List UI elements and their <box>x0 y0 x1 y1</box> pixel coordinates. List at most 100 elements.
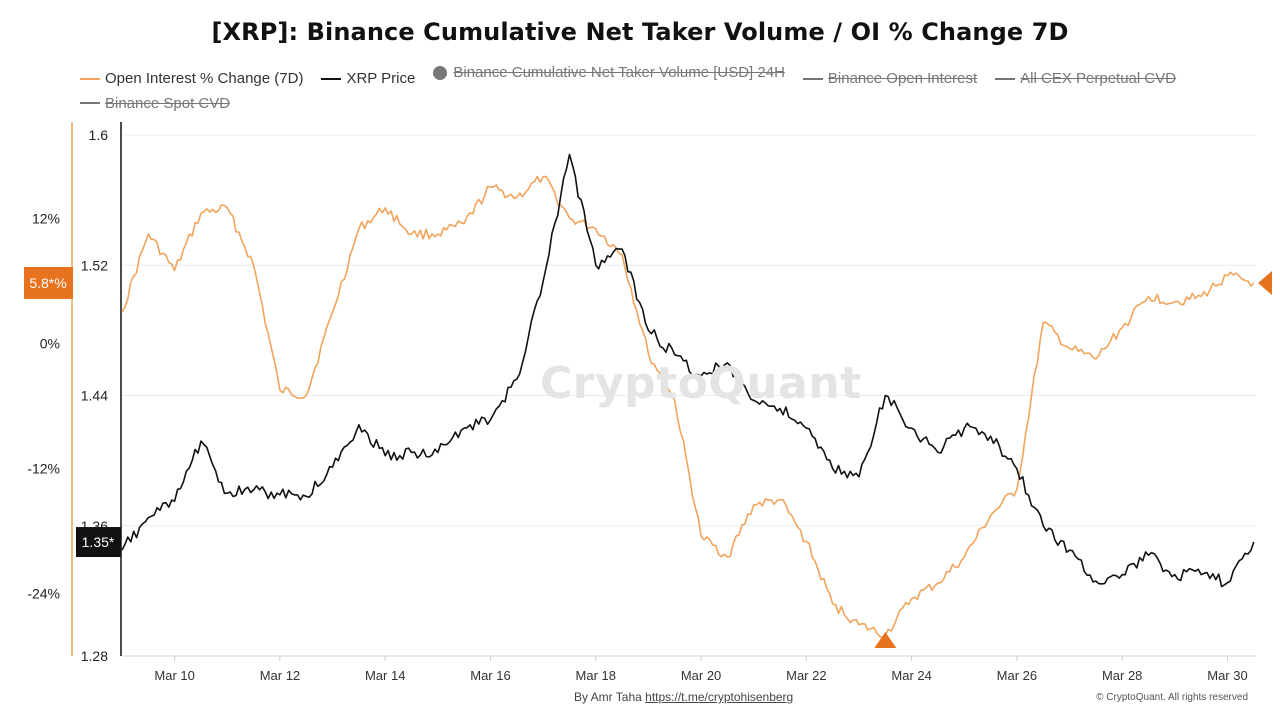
data-point-open-interest-change-7d <box>516 196 518 198</box>
x-tick-label: Mar 30 <box>1207 668 1247 683</box>
data-point-open-interest-change-7d <box>674 400 676 402</box>
legend-item-xrp-price[interactable]: XRP Price <box>321 68 415 89</box>
data-point-xrp-price <box>463 427 465 429</box>
data-point-open-interest-change-7d <box>937 582 939 584</box>
data-point-xrp-price <box>647 329 649 331</box>
legend-item-open-interest-change-7d[interactable]: Open Interest % Change (7D) <box>80 68 303 89</box>
price-tick-label: 1.52 <box>81 257 108 273</box>
data-point-xrp-price <box>910 427 912 429</box>
oi-last-value-label: 5.8*% <box>29 275 66 291</box>
byline-link[interactable]: https://t.me/cryptohisenberg <box>645 690 794 704</box>
data-point-open-interest-change-7d <box>1095 358 1097 360</box>
x-tick-label: Mar 16 <box>470 668 510 683</box>
data-point-xrp-price <box>1174 573 1176 575</box>
data-point-open-interest-change-7d <box>1042 321 1044 323</box>
data-point-xrp-price <box>226 492 228 494</box>
oi-last-value-box <box>24 266 73 299</box>
data-point-xrp-price <box>279 494 281 496</box>
data-point-open-interest-change-7d <box>910 597 912 599</box>
price-last-value-label: 1.35* <box>82 534 115 550</box>
legend-item-binance-open-interest[interactable]: Binance Open Interest <box>802 68 978 89</box>
price-tick-label: 1.6 <box>89 127 109 143</box>
footer-byline: By Amr Taha https://t.me/cryptohisenberg <box>574 690 793 704</box>
legend-item-all-cex-perpetual-cvd[interactable]: All CEX Perpetual CVD <box>995 68 1176 89</box>
data-point-open-interest-change-7d <box>489 186 491 188</box>
data-point-xrp-price <box>542 280 544 282</box>
x-tick-label: Mar 12 <box>260 668 300 683</box>
x-tick-label: Mar 22 <box>786 668 826 683</box>
data-point-xrp-price <box>305 495 307 497</box>
data-point-xrp-price <box>779 407 781 409</box>
data-point-xrp-price <box>1042 525 1044 527</box>
data-point-xrp-price <box>1226 582 1228 584</box>
data-point-xrp-price <box>1121 573 1123 575</box>
legend-item-binance-cumulative-net-taker-volume-usd-24h[interactable]: Binance Cumulative Net Taker Volume [USD… <box>433 62 785 83</box>
legend-swatch <box>995 77 1016 80</box>
data-point-xrp-price <box>516 378 518 380</box>
data-point-open-interest-change-7d <box>463 222 465 224</box>
legend-label: Open Interest % Change (7D) <box>105 70 304 87</box>
data-point-xrp-price <box>674 354 676 356</box>
data-point-xrp-price <box>331 466 333 468</box>
price-last-value-box <box>76 527 121 558</box>
data-point-open-interest-change-7d <box>173 269 175 271</box>
x-tick-label: Mar 26 <box>997 668 1037 683</box>
data-point-open-interest-change-7d <box>331 311 333 313</box>
legend-label: XRP Price <box>346 70 416 87</box>
data-point-xrp-price <box>805 427 807 429</box>
oi-right-marker <box>1258 270 1272 295</box>
data-point-xrp-price <box>1147 554 1149 556</box>
data-point-open-interest-change-7d <box>252 264 254 266</box>
data-point-xrp-price <box>200 440 202 442</box>
data-point-open-interest-change-7d <box>358 228 360 230</box>
data-point-open-interest-change-7d <box>831 603 833 605</box>
series-line-open-interest-change-7d <box>121 175 1255 639</box>
data-point-open-interest-change-7d <box>1200 295 1202 297</box>
data-point-open-interest-change-7d <box>121 311 123 313</box>
data-point-open-interest-change-7d <box>595 228 597 230</box>
data-point-xrp-price <box>173 500 175 502</box>
data-point-open-interest-change-7d <box>753 504 755 506</box>
data-point-xrp-price <box>568 153 570 155</box>
legend-label: Binance Open Interest <box>827 70 978 87</box>
data-point-open-interest-change-7d <box>779 499 781 501</box>
legend-swatch <box>433 65 448 80</box>
legend-label: Binance Spot CVD <box>105 94 231 112</box>
data-point-open-interest-change-7d <box>700 535 702 537</box>
oi-tick-label: -12% <box>27 460 60 476</box>
data-point-xrp-price <box>963 427 965 429</box>
oi-min-marker <box>874 632 897 648</box>
price-tick-label: 1.44 <box>81 388 108 404</box>
legend-label: All CEX Perpetual CVD <box>1020 70 1177 87</box>
data-point-xrp-price <box>726 362 728 364</box>
data-point-open-interest-change-7d <box>1253 282 1255 284</box>
data-point-open-interest-change-7d <box>621 254 623 256</box>
data-point-xrp-price <box>489 419 491 421</box>
data-point-open-interest-change-7d <box>305 394 307 396</box>
data-point-xrp-price <box>252 489 254 491</box>
data-point-xrp-price <box>858 476 860 478</box>
data-point-open-interest-change-7d <box>226 207 228 209</box>
data-point-open-interest-change-7d <box>1174 301 1176 303</box>
data-point-open-interest-change-7d <box>1147 295 1149 297</box>
data-point-xrp-price <box>595 264 597 266</box>
x-tick-label: Mar 20 <box>681 668 721 683</box>
footer-copyright: © CryptoQuant. All rights reserved <box>1096 692 1248 703</box>
oi-tick-label: 0% <box>40 335 60 351</box>
data-point-open-interest-change-7d <box>647 353 649 355</box>
data-point-open-interest-change-7d <box>726 556 728 558</box>
data-point-xrp-price <box>410 451 412 453</box>
legend-swatch <box>80 77 100 80</box>
chart-title: [XRP]: Binance Cumulative Net Taker Volu… <box>211 18 1069 46</box>
legend-item-binance-spot-cvd[interactable]: Binance Spot CVD <box>80 93 230 114</box>
x-tick-label: Mar 14 <box>365 668 405 683</box>
x-tick-label: Mar 10 <box>154 668 194 683</box>
data-point-xrp-price <box>437 451 439 453</box>
data-point-open-interest-change-7d <box>200 212 202 214</box>
data-point-open-interest-change-7d <box>568 217 570 219</box>
x-tick-label: Mar 28 <box>1102 668 1142 683</box>
legend-label: Binance Cumulative Net Taker Volume [USD… <box>453 64 785 81</box>
data-point-xrp-price <box>384 455 386 457</box>
data-point-xrp-price <box>358 424 360 426</box>
